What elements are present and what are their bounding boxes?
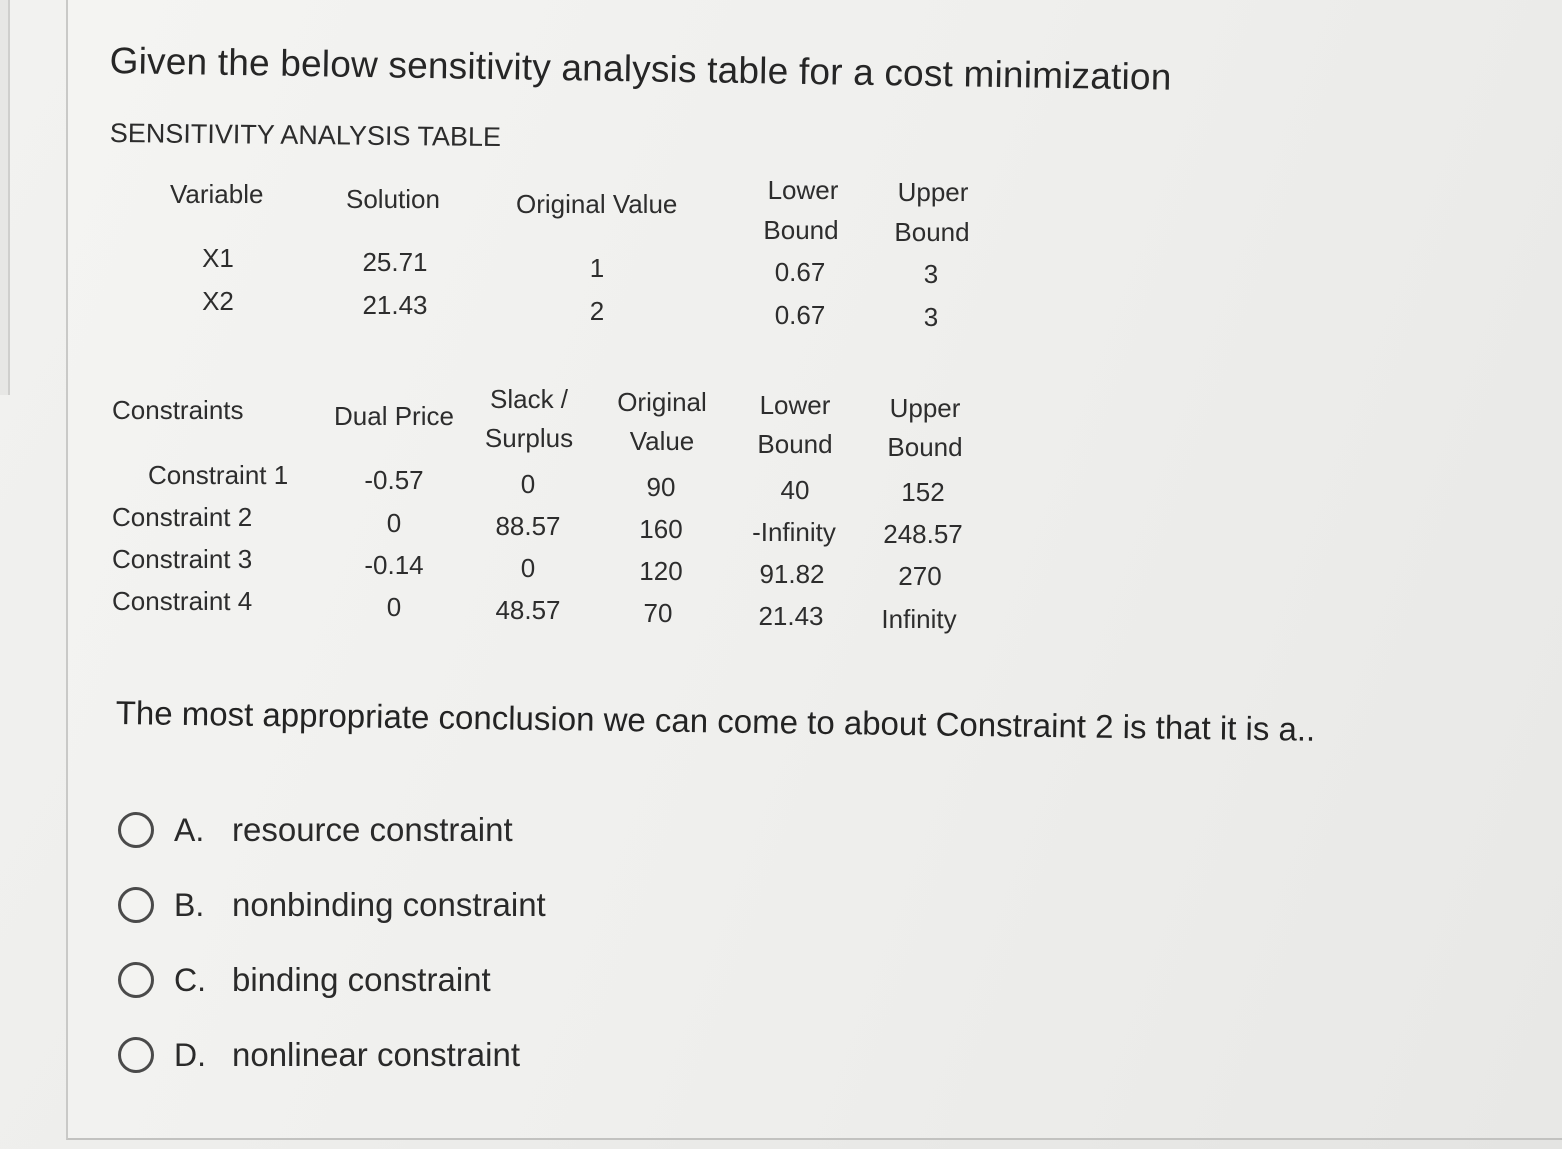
left-panel-edge — [0, 0, 10, 395]
constraint-1-name: Constraint 1 — [148, 460, 289, 490]
header-solution: Solution — [346, 184, 440, 214]
constraint-3-original-value: 120 — [639, 556, 683, 586]
constraint-2-name: Constraint 2 — [112, 502, 253, 532]
var-x2-upper-bound: 3 — [923, 302, 939, 332]
radio-d-icon[interactable] — [118, 1037, 154, 1073]
constraint-2-original-value: 160 — [639, 514, 683, 544]
constraint-2-upper-bound: 248.57 — [883, 519, 963, 549]
radio-a-icon[interactable] — [118, 812, 154, 848]
constraint-3-name: Constraint 3 — [112, 544, 253, 574]
option-c-text: binding constraint — [232, 961, 491, 998]
var-x2-solution: 21.43 — [362, 290, 428, 320]
constraint-1-slack: 0 — [520, 469, 536, 499]
constraint-2-slack: 88.57 — [495, 511, 561, 541]
option-b-letter: B. — [174, 886, 205, 923]
constraint-4-dual-price: 0 — [386, 592, 402, 622]
option-a-letter: A. — [174, 811, 205, 848]
var-x1-upper-bound: 3 — [923, 259, 939, 289]
var-x1-solution: 25.71 — [362, 247, 428, 277]
constraint-1-dual-price: -0.57 — [364, 465, 424, 495]
header-variable: Variable — [170, 179, 264, 209]
constraint-4-original-value: 70 — [643, 598, 673, 628]
constraint-3-upper-bound: 270 — [898, 561, 942, 591]
constraint-1-upper-bound: 152 — [901, 477, 945, 507]
constraint-2-lower-bound: -Infinity — [752, 517, 836, 547]
header-constraints: Constraints — [112, 395, 244, 425]
option-b-text: nonbinding constraint — [232, 886, 546, 923]
constraint-3-dual-price: -0.14 — [364, 550, 424, 580]
header-original-line2: Value — [629, 426, 695, 456]
var-x1-lower-bound: 0.67 — [774, 257, 826, 287]
header-lower-bound-line1: Lower — [767, 175, 839, 205]
radio-c-icon[interactable] — [118, 962, 154, 998]
option-d-letter: D. — [174, 1036, 206, 1073]
header-lower-line2: Bound — [757, 429, 833, 459]
header-lower-line1: Lower — [759, 390, 831, 420]
option-a-text: resource constraint — [232, 811, 513, 848]
radio-b-icon[interactable] — [118, 887, 154, 923]
header-original-line1: Original — [617, 387, 707, 417]
constraint-4-slack: 48.57 — [495, 595, 561, 625]
constraint-1-original-value: 90 — [646, 472, 676, 502]
var-x2-lower-bound: 0.67 — [774, 300, 826, 330]
header-original-value: Original Value — [516, 189, 678, 219]
option-a[interactable]: A. resource constraint — [118, 808, 513, 852]
var-x2-name: X2 — [202, 286, 234, 316]
constraint-3-slack: 0 — [520, 553, 536, 583]
constraint-4-upper-bound: Infinity — [881, 604, 957, 634]
var-x1-name: X1 — [202, 243, 234, 273]
option-d[interactable]: D. nonlinear constraint — [118, 1033, 520, 1077]
constraint-1-lower-bound: 40 — [780, 475, 810, 505]
var-x1-original-value: 1 — [589, 253, 605, 283]
header-upper-bound-line1: Upper — [897, 177, 969, 207]
question-panel — [66, 0, 1562, 1140]
header-slack-line1: Slack / — [489, 384, 569, 414]
header-dual-price: Dual Price — [334, 401, 454, 431]
option-d-text: nonlinear constraint — [232, 1036, 521, 1073]
header-slack-line2: Surplus — [484, 423, 574, 453]
constraint-3-lower-bound: 91.82 — [759, 559, 825, 589]
header-lower-bound-line2: Bound — [763, 215, 839, 245]
constraint-2-dual-price: 0 — [386, 508, 402, 538]
header-upper-bound-line2: Bound — [894, 217, 970, 247]
option-c[interactable]: C. binding constraint — [118, 958, 491, 1002]
constraint-4-name: Constraint 4 — [112, 586, 253, 616]
var-x2-original-value: 2 — [589, 296, 605, 326]
table-heading: SENSITIVITY ANALYSIS TABLE — [109, 118, 502, 153]
header-upper-line1: Upper — [889, 393, 961, 423]
constraint-4-lower-bound: 21.43 — [758, 601, 824, 631]
option-b[interactable]: B. nonbinding constraint — [118, 883, 546, 927]
option-c-letter: C. — [174, 961, 206, 998]
header-upper-line2: Bound — [887, 432, 963, 462]
